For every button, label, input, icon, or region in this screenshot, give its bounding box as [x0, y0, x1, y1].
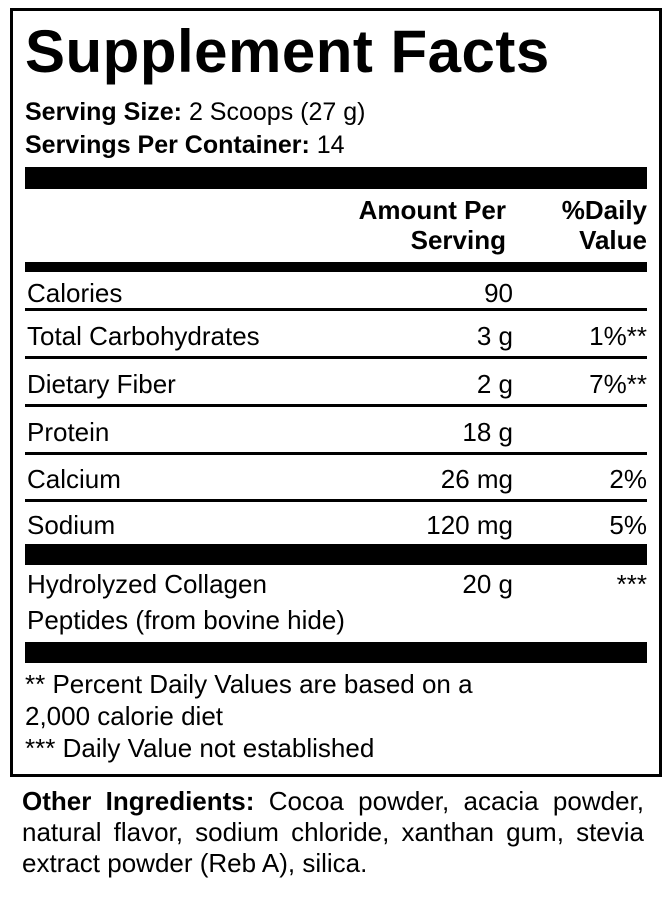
nutrient-name: Protein	[27, 417, 110, 447]
nutrient-dv: 2%	[609, 464, 647, 494]
servings-per-container-label: Servings Per Container:	[25, 131, 310, 159]
thick-divider	[25, 642, 647, 663]
thick-divider	[25, 544, 647, 565]
row-divider	[25, 356, 647, 359]
other-ingredients: Other Ingredients: Cocoa powder, acacia …	[22, 786, 644, 879]
nutrient-name: Calories	[27, 278, 123, 308]
row-divider	[25, 308, 647, 311]
nutrient-amount: 120 mg	[426, 510, 513, 540]
nutrient-name: Sodium	[27, 510, 116, 540]
other-ingredients-label: Other Ingredients:	[22, 786, 255, 816]
ingredient-name-cont: Peptides (from bovine hide)	[27, 605, 345, 635]
footnote: 2,000 calorie diet	[25, 701, 224, 731]
serving-size-value: 2 Scoops (27 g)	[188, 98, 366, 126]
nutrient-amount: 2 g	[476, 369, 513, 399]
other-ingredients-text: Cocoa powder, acacia powder, natural fla…	[22, 786, 644, 878]
panel-title: Supplement Facts	[25, 18, 550, 85]
nutrient-amount: 26 mg	[440, 464, 513, 494]
nutrient-name: Total Carbohydrates	[27, 321, 260, 351]
row-divider	[25, 452, 647, 455]
header-line: Serving	[410, 225, 506, 255]
header-line: Amount Per	[358, 195, 506, 225]
nutrient-dv: 5%	[609, 510, 647, 540]
ingredient-name: Hydrolyzed Collagen	[27, 569, 267, 599]
servings-per-container-value: 14	[316, 131, 345, 159]
supplement-facts-panel: Supplement Facts Serving Size: 2 Scoops …	[10, 8, 662, 777]
footnote: *** Daily Value not established	[25, 733, 375, 763]
row-divider	[25, 499, 647, 502]
amount-per-serving-header: Amount Per Serving	[359, 195, 506, 255]
header-line: %Daily	[561, 195, 647, 225]
serving-size: Serving Size: 2 Scoops (27 g)	[25, 97, 365, 127]
header-line: Value	[579, 225, 647, 255]
daily-value-header: %Daily Value	[562, 195, 647, 255]
row-divider	[25, 404, 647, 407]
footnote: ** Percent Daily Values are based on a	[25, 669, 473, 699]
nutrient-amount: 3 g	[476, 321, 513, 351]
nutrient-amount: 90	[484, 278, 513, 308]
nutrient-name: Dietary Fiber	[27, 369, 176, 399]
nutrient-dv: 1%**	[589, 321, 647, 351]
medium-divider	[25, 262, 647, 272]
nutrient-amount: 18 g	[462, 417, 513, 447]
ingredient-dv: ***	[616, 569, 647, 599]
nutrient-dv: 7%**	[589, 369, 647, 399]
ingredient-amount: 20 g	[462, 569, 513, 599]
thick-divider	[25, 167, 647, 189]
nutrient-name: Calcium	[27, 464, 121, 494]
servings-per-container: Servings Per Container: 14	[25, 130, 345, 160]
serving-size-label: Serving Size:	[25, 98, 182, 126]
